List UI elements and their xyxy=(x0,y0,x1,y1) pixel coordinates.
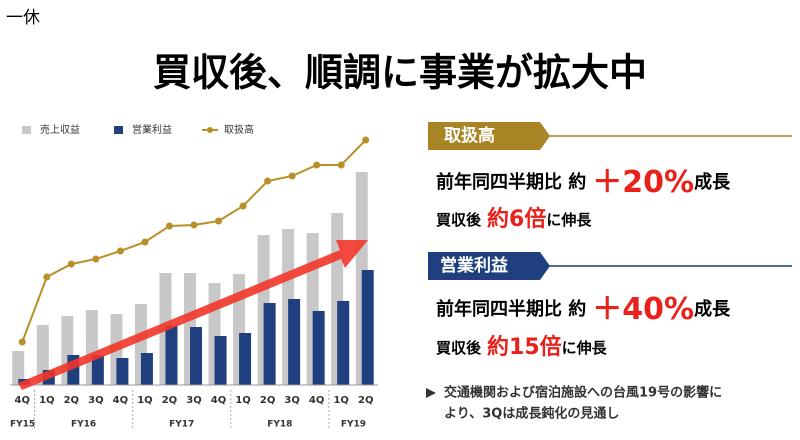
legend-swatch xyxy=(114,126,123,134)
bar xyxy=(91,355,104,385)
line-point xyxy=(362,136,370,144)
line-point xyxy=(67,260,75,268)
x-tick-label: 3Q xyxy=(88,395,103,406)
bar xyxy=(61,316,74,385)
bar xyxy=(12,351,25,385)
bar xyxy=(140,353,153,385)
panel-line: 買収後 約15倍に伸長 xyxy=(436,334,608,360)
x-group-label: FY15 xyxy=(10,420,35,430)
x-group-label: FY19 xyxy=(341,420,366,430)
x-tick-label: 4Q xyxy=(211,395,226,406)
x-tick-label: 2Q xyxy=(260,395,275,406)
bar xyxy=(263,303,276,385)
panel-header xyxy=(428,122,550,150)
bar xyxy=(165,326,178,385)
bar xyxy=(337,301,350,385)
legend-swatch xyxy=(207,127,213,133)
x-tick-label: 1Q xyxy=(39,395,54,406)
panel-line: 前年同四半期比 約＋40%成長 xyxy=(436,292,731,327)
x-tick-label: 3Q xyxy=(186,395,201,406)
bar xyxy=(312,311,325,385)
line-point xyxy=(288,172,296,180)
x-tick-label: 1Q xyxy=(235,395,250,406)
x-tick-label: 4Q xyxy=(113,395,128,406)
headline: 買収後、順調に事業が拡大中 xyxy=(153,51,647,95)
line-point xyxy=(165,222,173,230)
x-tick-label: 2Q xyxy=(162,395,177,406)
line-point xyxy=(43,273,51,281)
line-point xyxy=(215,217,223,225)
bar xyxy=(239,333,252,385)
line-point xyxy=(190,221,198,229)
line-point xyxy=(116,247,124,255)
line-point xyxy=(239,202,247,210)
trend-arrow xyxy=(18,240,368,390)
x-tick-label: 2Q xyxy=(64,395,79,406)
x-tick-label: 3Q xyxy=(284,395,299,406)
legend-swatch xyxy=(22,126,31,134)
line-point xyxy=(92,255,100,263)
x-tick-label: 1Q xyxy=(137,395,152,406)
bar xyxy=(116,358,129,385)
panel-title: 取扱高 xyxy=(444,125,495,146)
x-tick-label: 1Q xyxy=(333,395,348,406)
line-point xyxy=(264,177,272,185)
legend-label: 取扱高 xyxy=(224,123,254,136)
bar xyxy=(361,270,374,385)
note: より、3Qは成長鈍化の見通し xyxy=(444,406,619,422)
x-tick-label: 4Q xyxy=(309,395,324,406)
panel-line: 買収後 約6倍に伸長 xyxy=(436,206,592,232)
line-point xyxy=(337,161,345,169)
panel-title: 営業利益 xyxy=(440,255,508,276)
x-group-label: FY18 xyxy=(267,420,292,430)
legend-label: 売上収益 xyxy=(40,123,80,136)
line-point xyxy=(313,161,321,169)
bar xyxy=(190,327,202,385)
legend-label: 営業利益 xyxy=(132,123,172,136)
x-tick-label: 4Q xyxy=(15,395,30,406)
company: 一休 xyxy=(6,8,40,28)
x-group-label: FY17 xyxy=(169,420,194,430)
x-group-label: FY16 xyxy=(71,420,96,430)
chart: 売上収益 営業利益 取扱高 4Q 1Q 2Q 3Q 4Q 1Q 2Q 3Q 4Q 1Q 2Q 3Q 4Q 1Q 2… xyxy=(10,123,378,430)
bullet xyxy=(426,388,436,398)
line-point xyxy=(18,338,26,346)
bar xyxy=(288,299,301,385)
bar xyxy=(214,336,227,385)
x-tick-label: 2Q xyxy=(358,395,373,406)
panel-header xyxy=(428,252,550,280)
panel-line: 前年同四半期比 約＋20%成長 xyxy=(436,165,731,200)
note: 交通機関および宿泊施設への台風19号の影響に xyxy=(444,385,722,401)
line-point xyxy=(141,238,149,246)
